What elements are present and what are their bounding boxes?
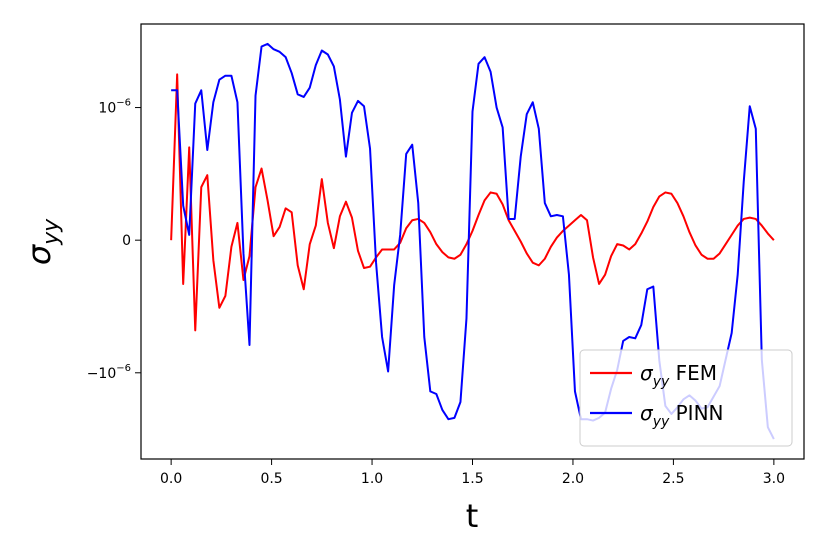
- x-axis-label: t: [466, 497, 479, 535]
- y-tick-label: 0: [122, 233, 131, 249]
- legend-box: [579, 349, 793, 447]
- x-tick-label: 1.0: [361, 471, 383, 487]
- y-axis: −10−6 0 10−6: [87, 98, 141, 382]
- x-tick-label: 0.0: [160, 471, 182, 487]
- x-axis: 0.0 0.5 1.0 1.5 2.0 2.5 3.0: [160, 459, 785, 487]
- x-tick-label: 3.0: [763, 471, 785, 487]
- x-tick-label: 0.5: [260, 471, 282, 487]
- y-axis-label: σyy: [20, 218, 64, 265]
- legend-entry-fem: σyy FEM: [640, 361, 717, 390]
- y-tick-label: 10−6: [98, 98, 131, 117]
- y-tick-label: −10−6: [87, 363, 131, 382]
- legend-entry-pinn: σyy PINN: [640, 401, 724, 430]
- series-line-fem: [170, 73, 775, 332]
- y-axis-label-subscript: yy: [39, 218, 64, 246]
- x-tick-label: 2.0: [562, 471, 584, 487]
- x-tick-label: 1.5: [461, 471, 483, 487]
- x-tick-label: 2.5: [662, 471, 684, 487]
- legend: σyy FEM σyy PINN: [579, 349, 793, 447]
